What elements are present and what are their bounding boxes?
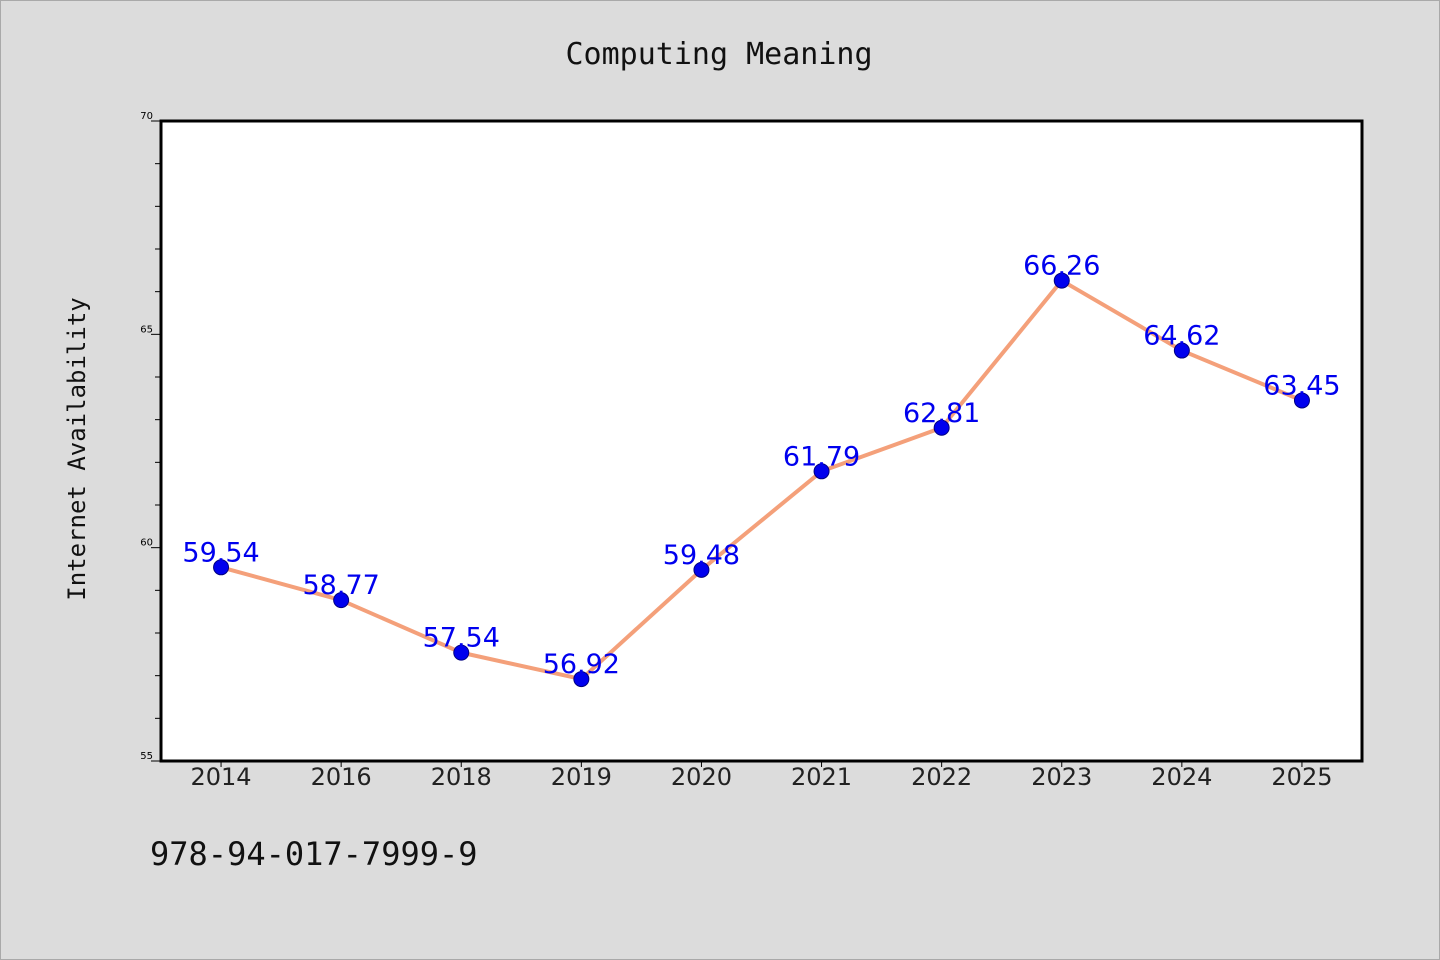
- x-tick-label: 2019: [551, 763, 612, 791]
- x-tick-label: 2018: [431, 763, 492, 791]
- data-label: 59.48: [663, 540, 740, 571]
- data-point: [1173, 342, 1190, 359]
- data-point: [1293, 392, 1310, 409]
- data-label: 58.77: [303, 570, 380, 601]
- x-tick-label: 2024: [1151, 763, 1212, 791]
- axes: 55 60 65 70 2014 2016 2018 2019 2020 2021 2022 2023…: [140, 111, 1332, 791]
- data-label: 57.54: [423, 623, 500, 654]
- y-tick-label: 65: [140, 324, 153, 335]
- x-tick-label: 2025: [1271, 763, 1332, 791]
- x-tick-label: 2020: [671, 763, 732, 791]
- plot-area: [161, 121, 1362, 761]
- x-tick-label: 2021: [791, 763, 852, 791]
- y-axis-label: Internet Availability: [63, 297, 91, 600]
- data-point: [573, 671, 590, 688]
- plot-frame: [159, 119, 1364, 763]
- data-point: [813, 463, 830, 480]
- data-label: 61.79: [783, 441, 860, 472]
- data-label: 62.81: [903, 398, 980, 429]
- series-layer: 59.54 58.77 57.54 56.92 59.48 61.79 62.81 66.26…: [182, 251, 1341, 688]
- x-tick-label: 2022: [911, 763, 972, 791]
- y-tick-label: 60: [140, 538, 153, 549]
- chart-title: Computing Meaning: [565, 37, 872, 72]
- x-tick-label: 2016: [311, 763, 372, 791]
- footer-code: 978-94-017-7999-9: [150, 835, 478, 873]
- data-point: [933, 419, 950, 436]
- data-point: [453, 644, 470, 661]
- data-label: 64.62: [1143, 321, 1220, 352]
- data-point: [213, 559, 230, 576]
- y-tick-label: 70: [140, 111, 153, 122]
- series-line: [219, 278, 1304, 682]
- x-tick-label: 2023: [1031, 763, 1092, 791]
- data-label: 59.54: [182, 537, 259, 568]
- data-label: 63.45: [1263, 370, 1340, 401]
- x-tick-label: 2014: [191, 763, 252, 791]
- y-tick-label: 55: [140, 751, 153, 762]
- data-point: [1053, 272, 1070, 289]
- data-point: [333, 592, 350, 609]
- data-label: 66.26: [1023, 251, 1100, 282]
- data-label: 56.92: [543, 649, 620, 680]
- data-point: [693, 561, 710, 578]
